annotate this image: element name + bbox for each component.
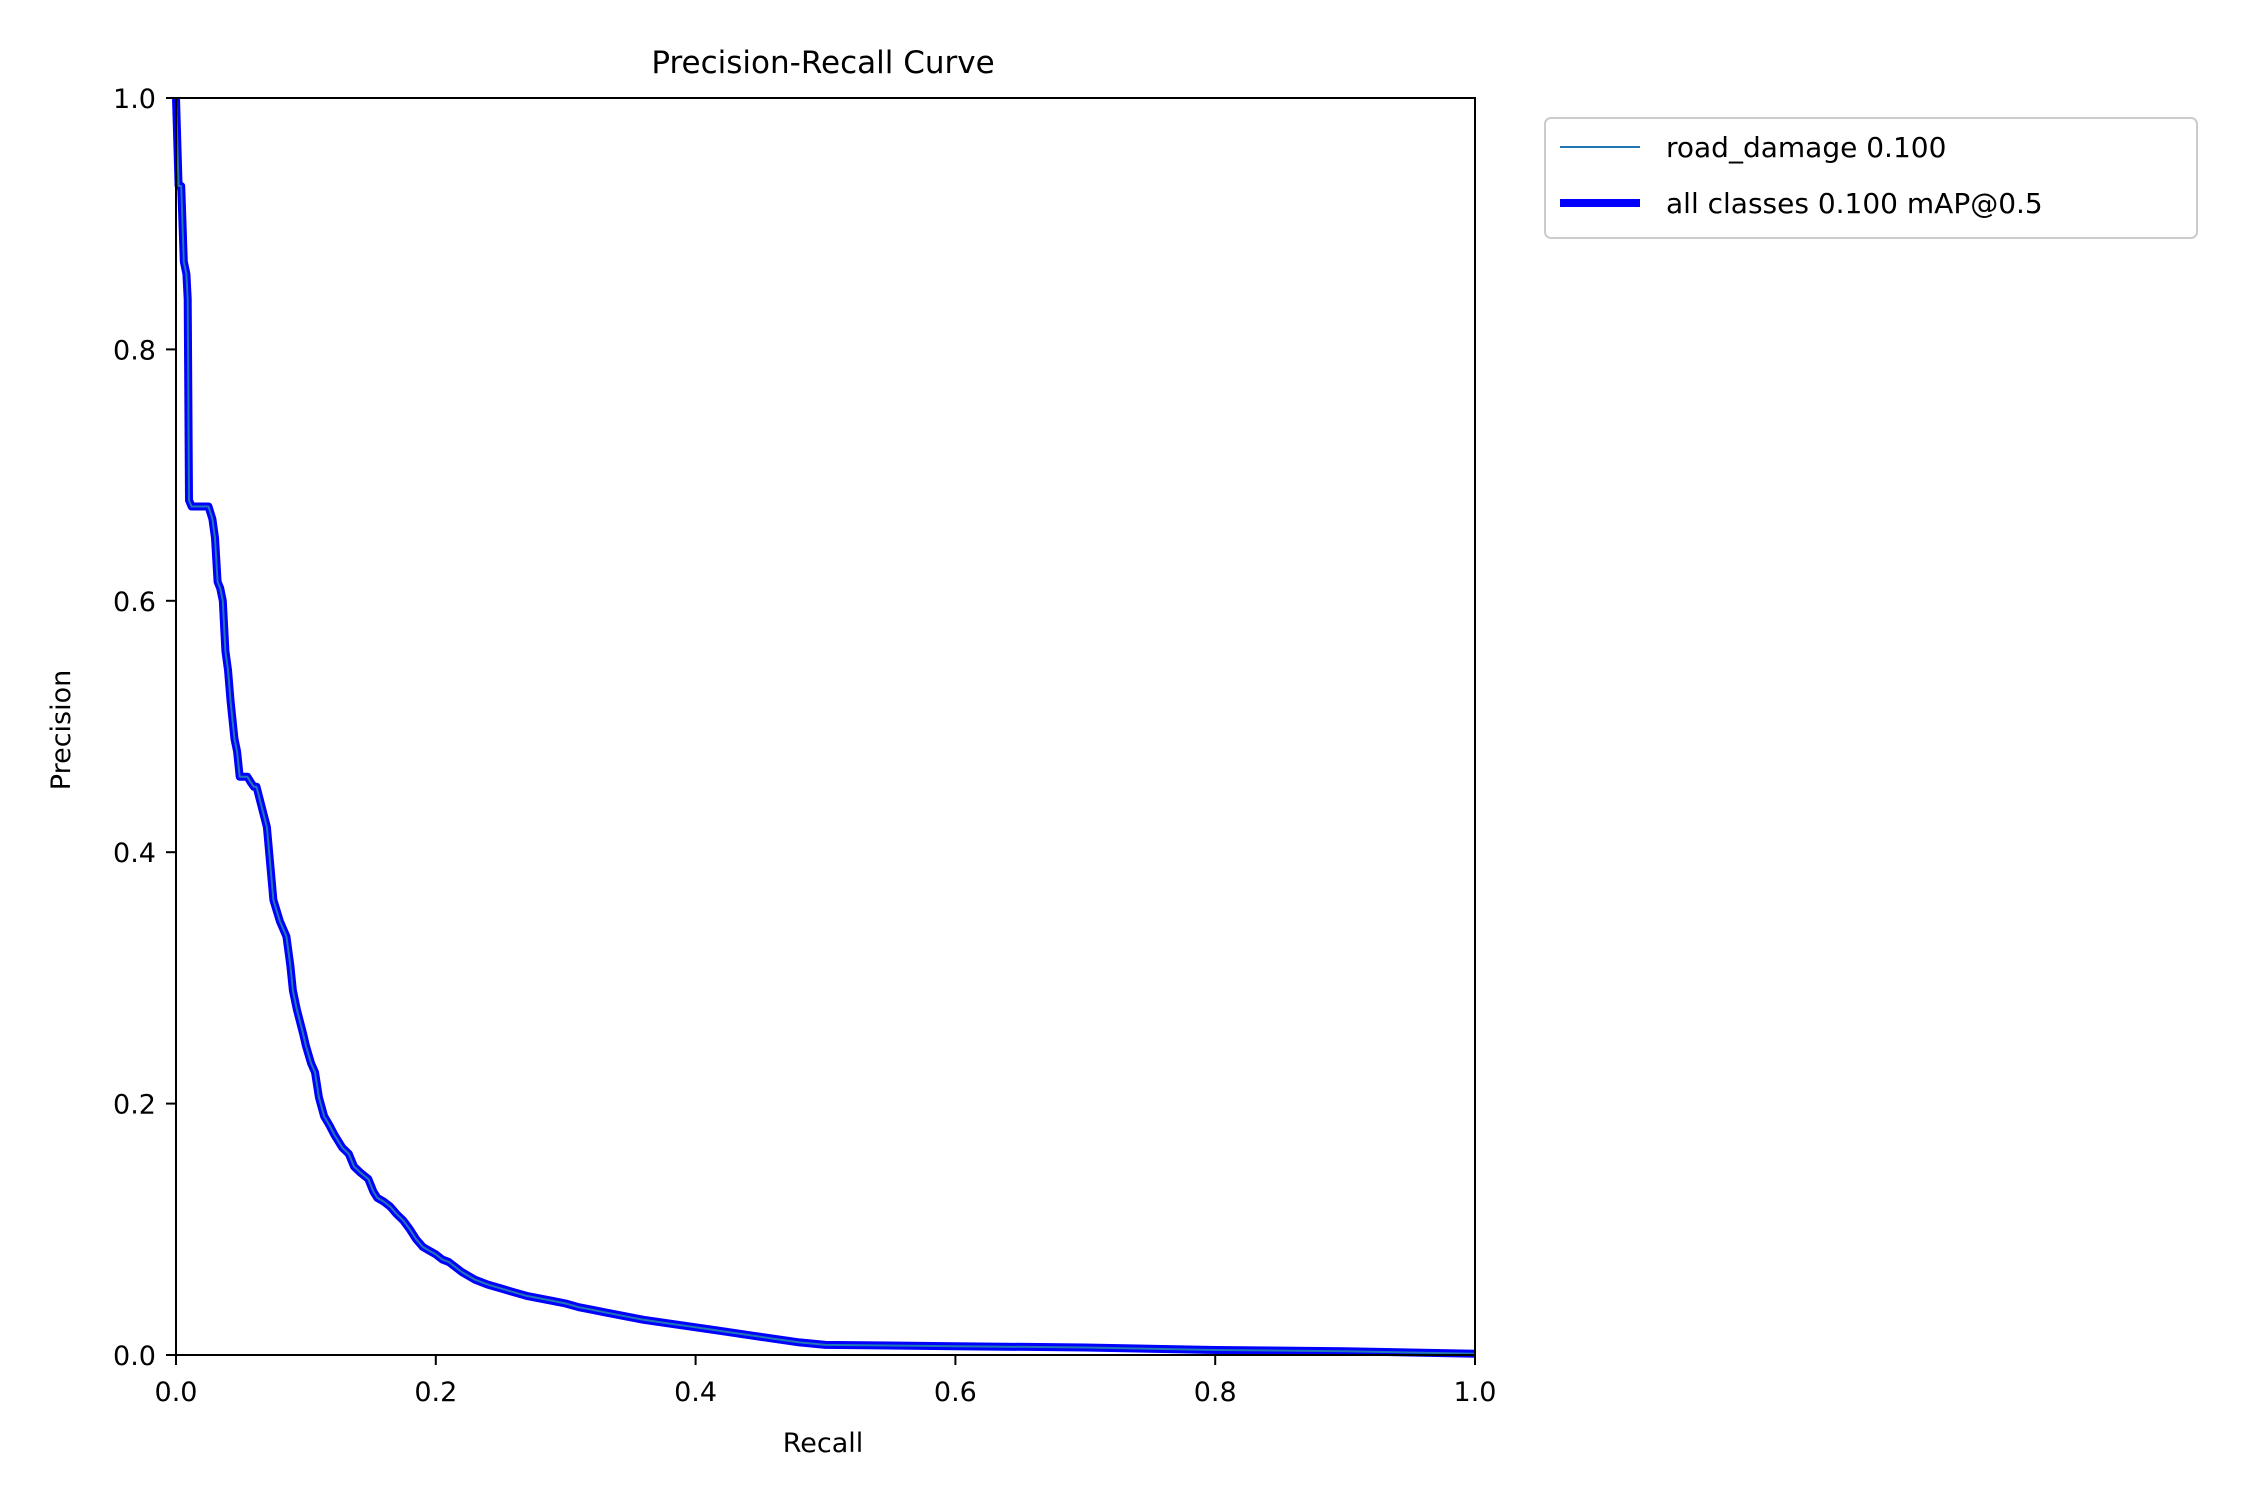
x-tick-label: 0.8 [1194,1377,1237,1408]
chart-title: Precision-Recall Curve [651,45,994,81]
y-tick-label: 0.0 [113,1341,156,1372]
series-road-damage-line [175,97,1476,1355]
axes-frame [175,97,1476,1356]
y-tick-label: 0.4 [113,838,156,869]
x-tick-label: 0.6 [934,1377,977,1408]
y-tick-label: 0.2 [113,1090,156,1121]
x-tick-label: 1.0 [1454,1377,1497,1408]
y-tick-label: 1.0 [113,84,156,115]
plot-area: 0.0 0.2 0.4 0.6 0.8 1.0 0.0 0.2 0.4 0.6 0.8 1.0 [113,84,1496,1408]
x-tick-label: 0.2 [414,1377,457,1408]
y-tick-label: 0.6 [113,587,156,618]
legend-label-road-damage: road_damage 0.100 [1666,131,1946,164]
legend: road_damage 0.100 all classes 0.100 mAP@… [1544,117,2198,239]
x-axis-title: Recall [783,1428,864,1459]
y-axis-title: Precision [46,670,77,790]
x-tick-label: 0.0 [155,1377,198,1408]
series-all-classes-line [172,97,1476,1358]
y-tick-label: 0.8 [113,335,156,366]
legend-label-all-classes: all classes 0.100 mAP@0.5 [1666,187,2043,220]
legend-frame [1544,117,2198,239]
x-tick-label: 0.4 [674,1377,717,1408]
